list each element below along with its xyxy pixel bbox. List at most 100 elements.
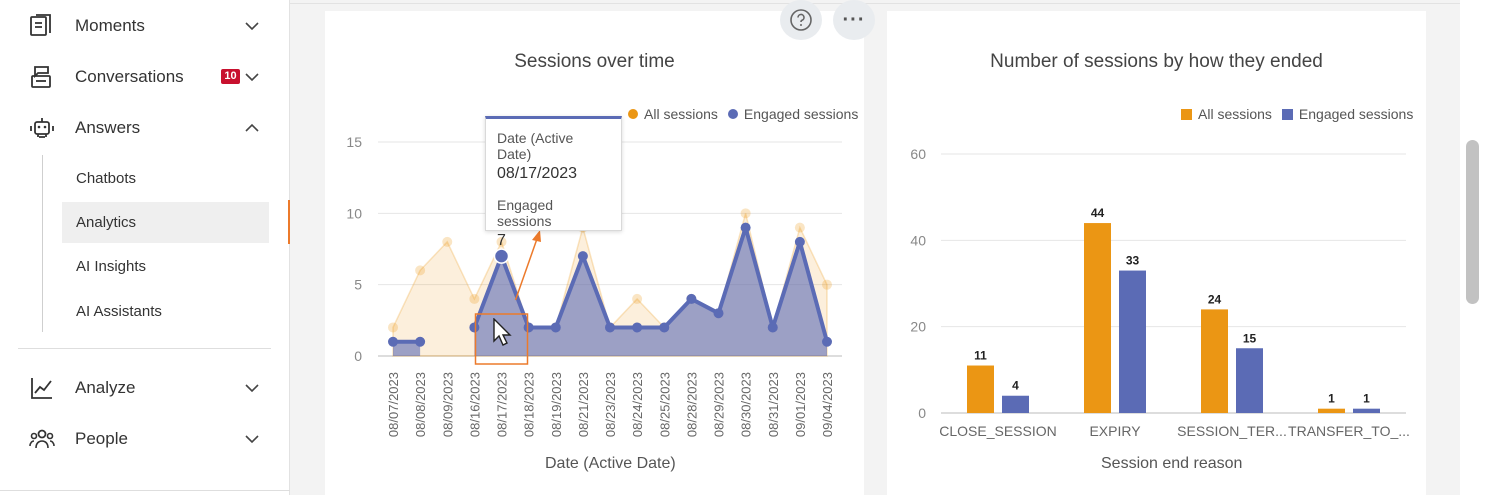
- legend-swatch: [727, 109, 738, 119]
- sidebar-subitem-ai-assistants[interactable]: AI Assistants: [76, 303, 162, 320]
- bar: [1119, 270, 1146, 413]
- x-tick-label: EXPIRY: [1089, 423, 1141, 439]
- x-tick-label: 08/28/2023: [684, 372, 699, 437]
- legend-label: Engaged sessions: [743, 106, 859, 122]
- x-tick-label: TRANSFER_TO_...: [1288, 423, 1410, 439]
- y-tick-label: 60: [910, 146, 926, 162]
- chevron-down-icon[interactable]: [244, 18, 260, 34]
- more-options-button[interactable]: ···: [833, 0, 875, 40]
- hover-pointer-line: [514, 235, 539, 301]
- x-tick-label: 09/01/2023: [793, 372, 808, 437]
- y-tick-label: 40: [910, 232, 926, 248]
- y-tick-label: 15: [346, 134, 362, 150]
- sidebar-divider: [18, 348, 271, 349]
- point-all-sessions: [740, 208, 751, 219]
- tooltip-value: 08/17/2023: [497, 165, 578, 182]
- data-label: 1: [1363, 392, 1370, 406]
- y-tick-label: 10: [346, 205, 362, 221]
- point-engaged-sessions: [469, 322, 480, 333]
- legend-entry-engaged-sessions[interactable]: Engaged sessions: [727, 106, 859, 122]
- data-label: 33: [1126, 254, 1140, 268]
- legend-entry-engaged-sessions[interactable]: Engaged sessions: [1281, 106, 1413, 122]
- sessions-by-end-reason-card: Number of sessions by how they ended All…: [887, 11, 1426, 495]
- point-engaged-sessions: [740, 222, 751, 233]
- hover-pointer-arrowhead: [532, 230, 541, 242]
- tooltip-label: Date (Active Date): [497, 130, 574, 162]
- x-tick-label: 08/16/2023: [467, 372, 482, 437]
- x-tick-label: 08/07/2023: [386, 372, 401, 437]
- point-engaged-sessions: [632, 322, 643, 333]
- sidebar-subitem-ai-insights[interactable]: AI Insights: [76, 258, 147, 275]
- sidebar-item-moments[interactable]: Moments: [0, 6, 290, 46]
- sidebar-item-label: People: [75, 429, 128, 448]
- sidebar-subitem-analytics[interactable]: Analytics: [62, 202, 269, 243]
- bar: [1201, 309, 1228, 413]
- x-tick-label: 08/31/2023: [766, 372, 781, 437]
- point-engaged-sessions: [605, 322, 615, 333]
- legend-swatch: [1281, 108, 1293, 120]
- point-all-sessions: [794, 222, 805, 233]
- sidebar-item-conversations[interactable]: Conversations 10: [0, 57, 290, 97]
- scrollbar-thumb[interactable]: [1466, 140, 1479, 304]
- bar: [1318, 408, 1345, 413]
- x-tick-label: 08/21/2023: [576, 372, 591, 437]
- y-tick-label: 5: [354, 277, 362, 293]
- chevron-down-icon[interactable]: [244, 380, 260, 396]
- legend-label: All sessions: [1198, 106, 1272, 122]
- point-engaged-sessions: [822, 336, 832, 347]
- chart-legend: All sessions Engaged sessions: [1171, 106, 1413, 122]
- y-tick-label: 20: [910, 319, 926, 335]
- sidebar-item-answers[interactable]: Answers: [0, 108, 290, 148]
- point-engaged-sessions: [659, 322, 670, 333]
- data-label: 11: [974, 349, 987, 363]
- data-label: 15: [1243, 331, 1257, 345]
- data-label: 4: [1012, 379, 1019, 393]
- data-label: 1: [1328, 392, 1335, 406]
- legend-swatch: [1181, 108, 1192, 120]
- help-button[interactable]: [780, 0, 822, 40]
- sidebar-subitem-chatbots[interactable]: Chatbots: [76, 170, 137, 187]
- x-tick-label: 08/09/2023: [440, 372, 455, 437]
- tooltip-label: Engaged sessions: [497, 197, 554, 229]
- chevron-down-icon[interactable]: [244, 69, 260, 85]
- sidebar-item-label: Conversations: [75, 67, 184, 86]
- legend-swatch: [628, 109, 638, 119]
- moments-icon: [30, 14, 51, 36]
- legend-entry-all-sessions[interactable]: All sessions: [1181, 106, 1272, 122]
- x-axis-title: Session end reason: [1101, 455, 1243, 472]
- point-engaged-sessions: [550, 322, 561, 333]
- point-all-sessions: [496, 236, 507, 247]
- point-engaged-sessions: [767, 322, 778, 333]
- x-axis-title: Date (Active Date): [545, 455, 676, 472]
- y-tick-label: 0: [918, 405, 926, 421]
- legend-entry-all-sessions[interactable]: All sessions: [628, 106, 718, 122]
- sidebar-item-label: Answers: [75, 118, 141, 137]
- sidebar-item-analyze[interactable]: Analyze: [0, 368, 290, 408]
- x-tick-label: 08/29/2023: [712, 372, 727, 437]
- point-all-sessions: [822, 279, 832, 290]
- notification-badge: 10: [221, 69, 240, 84]
- chart-title: Sessions over time: [514, 51, 675, 72]
- sessions-over-time-card: Sessions over time All sessions Engaged …: [325, 11, 864, 495]
- x-tick-label: 08/18/2023: [522, 372, 537, 437]
- active-section-marker: [288, 200, 290, 244]
- data-label: 24: [1208, 292, 1222, 306]
- sidebar: Moments Conversations 10 Answers Chatbot…: [0, 0, 290, 495]
- x-tick-label: 08/23/2023: [603, 372, 618, 437]
- conversations-icon: [31, 66, 51, 88]
- robot-icon: [30, 118, 54, 138]
- bar: [1236, 348, 1263, 413]
- ellipsis-icon: ···: [842, 8, 866, 31]
- sidebar-item-label: Analyze: [75, 378, 136, 397]
- chevron-up-icon[interactable]: [244, 120, 260, 136]
- legend-label: All sessions: [644, 106, 718, 122]
- point-engaged-sessions: [415, 336, 426, 347]
- point-all-sessions: [632, 293, 643, 304]
- point-engaged-sessions: [686, 293, 697, 304]
- analyze-chart-icon: [31, 378, 52, 399]
- bar: [1353, 408, 1380, 413]
- sidebar-item-people[interactable]: People: [0, 419, 290, 459]
- point-engaged-sessions: [577, 251, 588, 262]
- point-engaged-sessions: [523, 322, 534, 333]
- chevron-down-icon[interactable]: [244, 431, 260, 447]
